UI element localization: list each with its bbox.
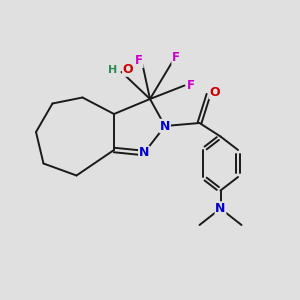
Text: F: F bbox=[172, 51, 180, 64]
Text: F: F bbox=[187, 79, 194, 92]
Text: O: O bbox=[123, 63, 134, 76]
Text: F: F bbox=[135, 54, 143, 68]
Text: O: O bbox=[209, 85, 220, 99]
Text: N: N bbox=[139, 146, 149, 160]
Text: N: N bbox=[215, 202, 226, 215]
Text: N: N bbox=[160, 119, 170, 133]
Text: H: H bbox=[109, 64, 118, 75]
